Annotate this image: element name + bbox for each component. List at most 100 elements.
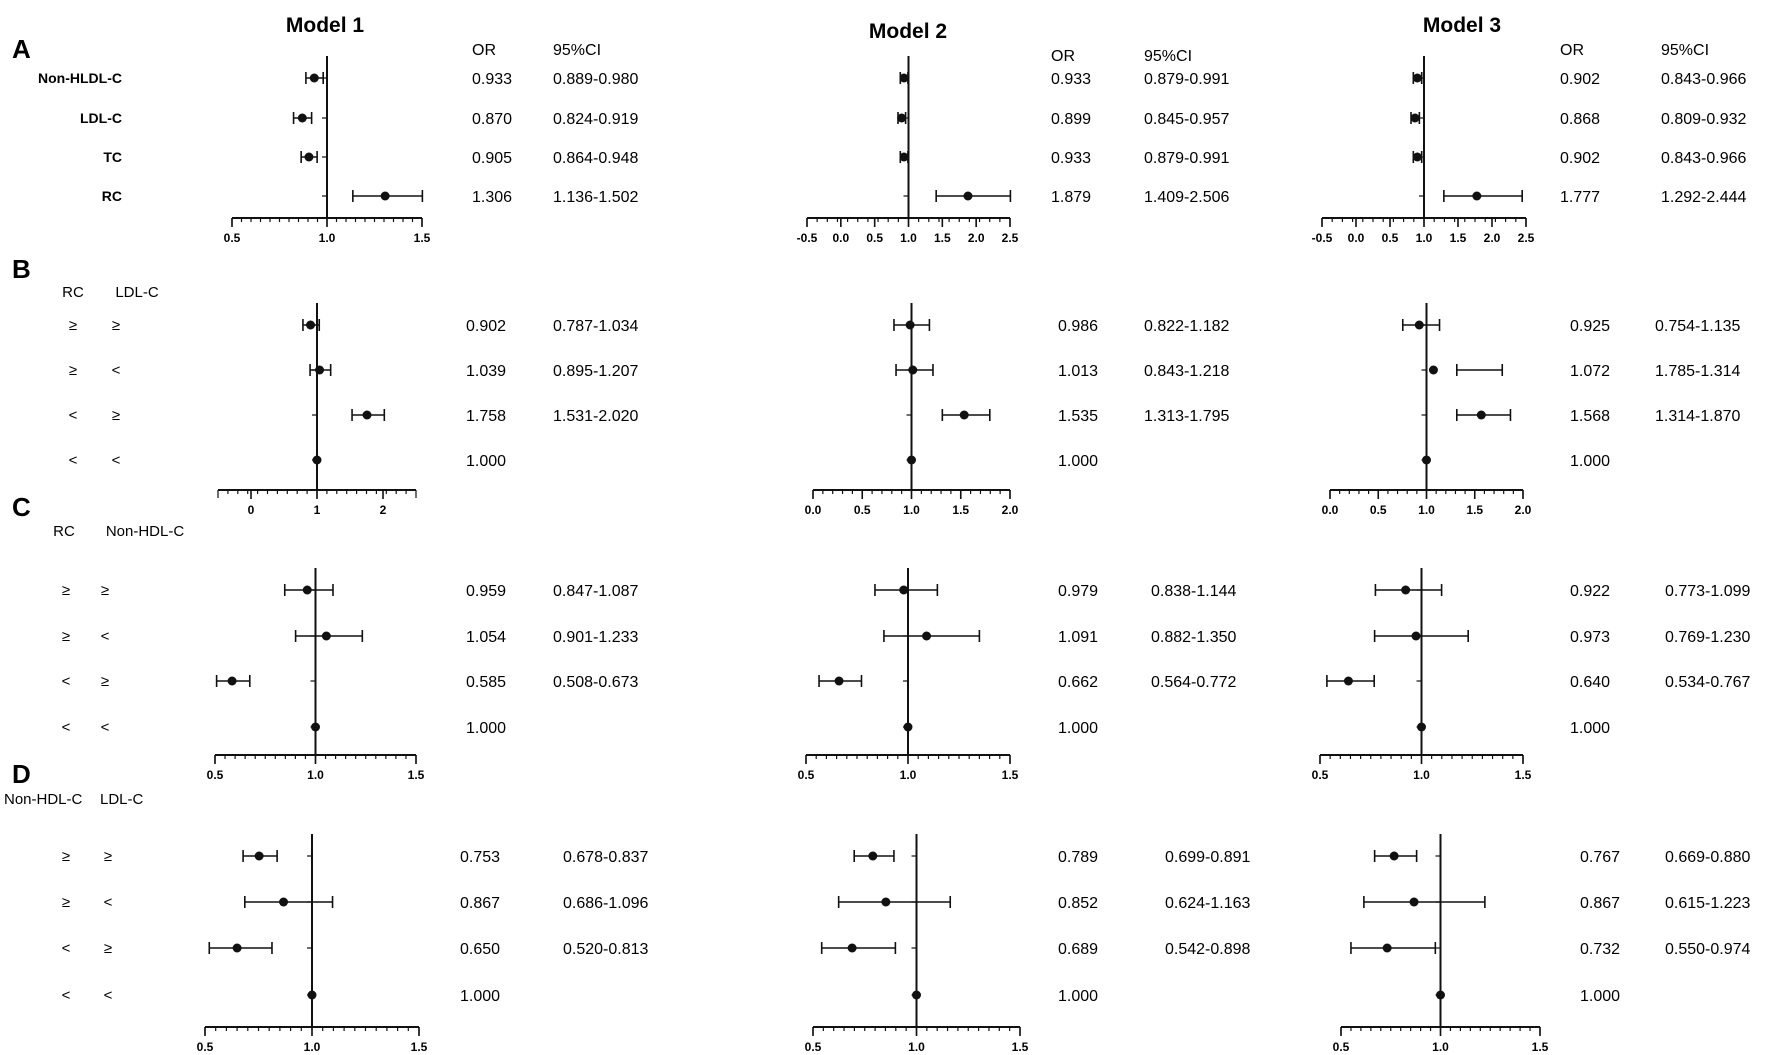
x-tick-label: 0.5 xyxy=(866,231,883,245)
or-value: 0.902 xyxy=(1560,71,1600,88)
x-tick-label: 2 xyxy=(380,503,387,517)
or-value: 0.973 xyxy=(1570,629,1610,646)
or-value: 1.000 xyxy=(466,453,506,470)
row-label: ≥ xyxy=(104,848,112,865)
or-value: 1.091 xyxy=(1058,629,1098,646)
ci-value: 0.542-0.898 xyxy=(1165,941,1251,958)
ci-value: 0.669-0.880 xyxy=(1665,849,1751,866)
or-value: 1.039 xyxy=(466,363,506,380)
or-column-header: OR xyxy=(1560,42,1584,59)
x-tick-label: 1.5 xyxy=(1466,503,1483,517)
ci-value: 0.895-1.207 xyxy=(553,363,639,380)
panel-letter-B: B xyxy=(12,254,31,284)
or-point xyxy=(912,990,921,1000)
x-tick-label: 1.5 xyxy=(408,768,425,782)
ci-value: 1.292-2.444 xyxy=(1661,189,1747,206)
ci-column-header: 95%CI xyxy=(553,42,601,59)
x-tick-label: 0.5 xyxy=(224,231,241,245)
or-point xyxy=(922,631,932,641)
or-value: 1.054 xyxy=(466,629,506,646)
x-tick-label: 0.0 xyxy=(1322,503,1339,517)
x-tick-label: 1.0 xyxy=(319,231,336,245)
or-point xyxy=(1436,990,1445,1000)
or-value: 1.000 xyxy=(1058,453,1098,470)
or-value: 0.867 xyxy=(1580,895,1620,912)
or-point xyxy=(1412,73,1422,83)
or-value: 0.732 xyxy=(1580,941,1620,958)
x-tick-label: 1.0 xyxy=(1432,1040,1449,1054)
or-point xyxy=(899,585,909,595)
or-value: 0.933 xyxy=(472,71,512,88)
x-tick-label: 1.5 xyxy=(1532,1040,1549,1054)
x-tick-label: 1.5 xyxy=(414,231,431,245)
x-tick-label: 0.0 xyxy=(805,503,822,517)
or-point xyxy=(1414,320,1424,330)
ci-value: 0.520-0.813 xyxy=(563,941,649,958)
row-header-label: LDL-C xyxy=(100,791,144,808)
ci-value: 0.843-0.966 xyxy=(1661,150,1747,167)
or-point xyxy=(321,631,331,641)
x-tick-label: 0.0 xyxy=(1348,231,1365,245)
row-label: ≥ xyxy=(69,317,77,334)
ci-value: 0.843-0.966 xyxy=(1661,71,1747,88)
or-point xyxy=(1412,152,1422,162)
or-point xyxy=(227,676,237,686)
or-value: 0.640 xyxy=(1570,674,1610,691)
or-value: 0.650 xyxy=(460,941,500,958)
or-point xyxy=(881,897,891,907)
x-tick-label: 1.0 xyxy=(1418,503,1435,517)
x-tick-label: 0.5 xyxy=(1333,1040,1350,1054)
x-tick-label: 2.0 xyxy=(1484,231,1501,245)
x-tick-label: 0.5 xyxy=(207,768,224,782)
or-point xyxy=(963,191,973,201)
row-label: LDL-C xyxy=(80,110,122,126)
or-value: 1.000 xyxy=(1580,988,1620,1005)
or-point xyxy=(1409,897,1419,907)
or-value: 0.899 xyxy=(1051,111,1091,128)
row-label: ≥ xyxy=(104,940,112,957)
ci-value: 0.678-0.837 xyxy=(563,849,649,866)
x-tick-label: 2.0 xyxy=(1002,503,1019,517)
x-tick-label: 1.0 xyxy=(1416,231,1433,245)
row-label: < xyxy=(101,719,110,736)
row-label: < xyxy=(62,940,71,957)
or-value: 1.072 xyxy=(1570,363,1610,380)
ci-value: 1.136-1.502 xyxy=(553,189,639,206)
or-value: 1.568 xyxy=(1570,408,1610,425)
or-point xyxy=(908,365,918,375)
or-point xyxy=(1410,113,1420,123)
or-value: 0.867 xyxy=(460,895,500,912)
or-value: 0.925 xyxy=(1570,318,1610,335)
or-point xyxy=(905,320,915,330)
row-label: < xyxy=(112,452,121,469)
or-value: 1.000 xyxy=(466,720,506,737)
x-tick-label: 1.0 xyxy=(1413,768,1430,782)
row-label: < xyxy=(104,894,113,911)
or-point xyxy=(309,73,319,83)
x-tick-label: 1.5 xyxy=(411,1040,428,1054)
row-label: < xyxy=(104,987,113,1004)
or-point xyxy=(232,943,242,953)
row-header-label: RC xyxy=(62,284,84,301)
or-value: 0.868 xyxy=(1560,111,1600,128)
or-value: 0.852 xyxy=(1058,895,1098,912)
or-point xyxy=(847,943,857,953)
x-tick-label: 0.0 xyxy=(832,231,849,245)
ci-value: 0.879-0.991 xyxy=(1144,150,1230,167)
or-point xyxy=(307,990,317,1000)
or-point xyxy=(868,851,878,861)
or-point xyxy=(1389,851,1399,861)
row-label: ≥ xyxy=(62,894,70,911)
row-label: ≥ xyxy=(69,362,77,379)
or-point xyxy=(1411,631,1421,641)
or-point xyxy=(279,897,289,907)
x-tick-label: 1.5 xyxy=(1012,1040,1029,1054)
row-header-label: RC xyxy=(53,523,75,540)
x-tick-label: 2.0 xyxy=(1515,503,1532,517)
or-value: 1.000 xyxy=(1570,720,1610,737)
ci-value: 0.864-0.948 xyxy=(553,150,639,167)
or-value: 1.777 xyxy=(1560,189,1600,206)
ci-value: 0.686-1.096 xyxy=(563,895,649,912)
x-tick-label: 0.5 xyxy=(854,503,871,517)
